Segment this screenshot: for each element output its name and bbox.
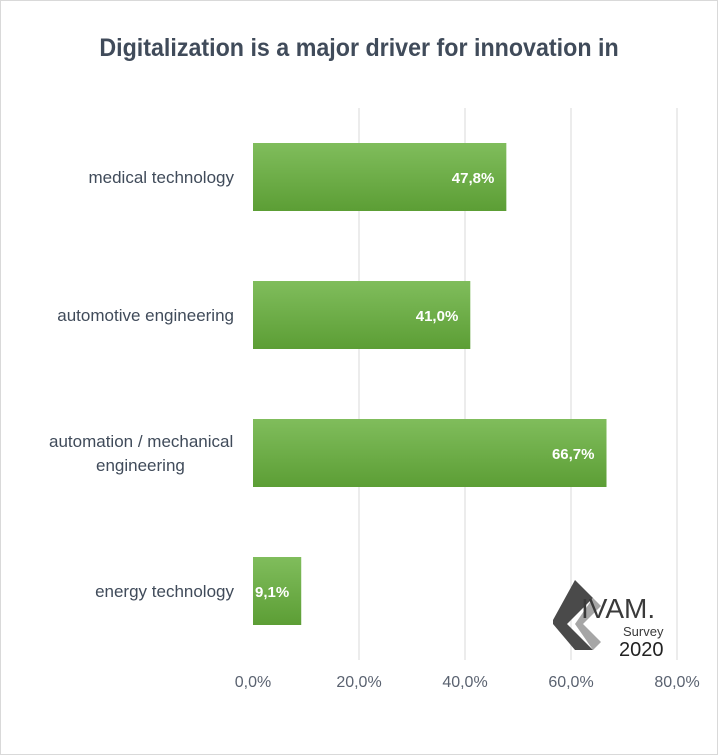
x-tick-label: 80,0% — [654, 674, 699, 691]
data-label: 41,0% — [416, 308, 459, 325]
category-label: medical technology — [88, 168, 234, 187]
ivam-survey-logo: IVAM. Survey 2020 — [553, 578, 678, 660]
bar — [253, 557, 302, 625]
bar — [253, 143, 507, 211]
x-tick-label: 0,0% — [235, 674, 271, 691]
category-label: energy technology — [95, 582, 234, 601]
data-label: 66,7% — [552, 446, 595, 463]
data-label: 9,1% — [255, 584, 289, 601]
data-label: 47,8% — [452, 170, 495, 187]
x-tick-label: 40,0% — [442, 674, 487, 691]
chart-title: Digitalization is a major driver for inn… — [99, 34, 619, 62]
logo-survey: Survey — [623, 624, 664, 639]
bar — [253, 419, 607, 487]
logo-chevron-dark — [553, 580, 593, 650]
category-label: automation / mechanical engineering — [49, 432, 233, 475]
x-tick-label: 20,0% — [336, 674, 381, 691]
x-tick-label: 60,0% — [548, 674, 593, 691]
bar — [253, 281, 471, 349]
logo-year: 2020 — [619, 639, 664, 660]
logo-chevron-light — [575, 598, 601, 650]
logo-brand: IVAM. — [581, 593, 655, 624]
category-label: automotive engineering — [57, 306, 234, 325]
